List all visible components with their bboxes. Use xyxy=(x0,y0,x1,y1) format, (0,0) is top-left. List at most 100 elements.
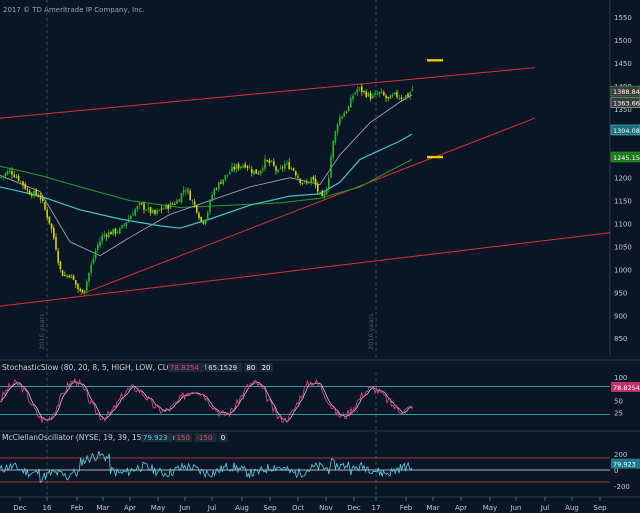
candlestick xyxy=(372,92,374,99)
mcclellan-tick-label: -200 xyxy=(614,483,630,491)
candlestick xyxy=(255,169,257,174)
candlestick xyxy=(284,160,286,172)
candlestick xyxy=(253,170,255,176)
candlestick xyxy=(116,229,119,235)
candlestick xyxy=(367,91,370,98)
candlestick xyxy=(158,209,161,212)
candlestick xyxy=(114,227,117,237)
candlestick xyxy=(165,203,167,210)
price-tag: 1388.84 xyxy=(610,85,640,97)
candlestick xyxy=(17,174,20,182)
candlestick xyxy=(110,230,112,235)
candlestick xyxy=(244,161,246,169)
price-tick-label: 1550 xyxy=(614,14,632,22)
candlestick xyxy=(268,157,271,167)
target-marker xyxy=(427,155,443,159)
moving-average-mid xyxy=(0,133,413,229)
vertical-gridlines xyxy=(46,0,377,497)
candlestick xyxy=(145,208,147,212)
candlestick xyxy=(275,164,277,175)
candlestick xyxy=(163,206,165,210)
legend-chip xyxy=(259,363,273,372)
candlestick xyxy=(380,88,383,94)
candlestick xyxy=(149,206,152,216)
x-tick-label: 17 xyxy=(372,504,381,512)
candlestick xyxy=(328,174,330,193)
price-tick-label: 1150 xyxy=(614,198,632,206)
candlestick xyxy=(396,89,398,100)
stochastic-tick-label: 50 xyxy=(614,398,623,406)
candlestick xyxy=(391,92,394,98)
candlestick xyxy=(237,161,240,171)
candlestick xyxy=(42,195,44,204)
candlestick xyxy=(270,159,273,163)
year-note: 2016 years xyxy=(367,313,375,350)
stochastic-current-label: 78.8254 xyxy=(613,384,640,392)
candlestick xyxy=(24,182,26,191)
candlestick xyxy=(213,187,216,199)
x-tick-label: Jun xyxy=(510,504,522,512)
x-tick-label: Oct xyxy=(292,504,304,512)
candlestick xyxy=(365,89,367,99)
candlestick xyxy=(411,85,414,92)
candlestick xyxy=(376,90,378,96)
price-tick-label: 1100 xyxy=(614,221,632,229)
legend-value: -150 xyxy=(196,434,212,442)
candlestick xyxy=(101,232,103,245)
candlestick xyxy=(108,229,110,239)
legend-value: 0 xyxy=(221,434,225,442)
candlestick xyxy=(28,188,31,195)
x-tick-label: Aug xyxy=(235,504,249,512)
candlestick xyxy=(233,163,235,173)
price-panel: 1550150014501400135013001250120011501100… xyxy=(0,0,640,497)
candlestick xyxy=(31,191,33,199)
candlestick xyxy=(26,186,29,193)
candlestick xyxy=(182,186,185,197)
x-tick-label: Sep xyxy=(593,504,607,512)
candlestick xyxy=(222,179,224,187)
price-tick-label: 950 xyxy=(614,289,627,297)
candlestick xyxy=(171,201,174,206)
candlestick xyxy=(347,105,350,112)
candlestick xyxy=(119,226,121,235)
candlestick xyxy=(103,230,106,239)
x-tick-label: May xyxy=(483,504,497,512)
candlestick xyxy=(246,165,249,171)
candlestick xyxy=(86,279,88,295)
candlestick xyxy=(334,130,337,145)
candlestick xyxy=(299,178,301,186)
legend-value: 80 xyxy=(246,364,255,372)
candlestick xyxy=(66,274,68,280)
candlestick xyxy=(292,167,295,172)
candlestick xyxy=(191,199,194,205)
candlestick xyxy=(136,205,139,213)
candlestick xyxy=(394,91,396,96)
candlestick xyxy=(363,90,365,95)
mcclellan-current-label: 79.923 xyxy=(613,461,636,469)
candlestick xyxy=(39,192,42,204)
legend-chip xyxy=(174,433,193,442)
candlestick xyxy=(211,191,213,203)
candlestick xyxy=(160,205,163,214)
candlestick xyxy=(138,201,141,209)
candlestick xyxy=(200,216,202,223)
candlestick xyxy=(409,91,411,101)
price-tick-label: 1000 xyxy=(614,266,632,274)
candlestick xyxy=(314,175,317,189)
stochastic-legend: 78.8254 65.1529 80 20 xyxy=(168,363,273,372)
price-tick-label: 1500 xyxy=(614,37,632,45)
x-tick-label: Feb xyxy=(400,504,413,512)
candlestick xyxy=(169,200,172,209)
x-tick-label: Apr xyxy=(455,504,467,512)
candlestick xyxy=(383,90,385,97)
candlestick xyxy=(209,198,211,216)
candlestick xyxy=(189,188,191,201)
candlestick xyxy=(57,247,59,266)
candlestick xyxy=(240,166,242,170)
candlestick xyxy=(92,254,95,265)
candlestick xyxy=(345,110,348,114)
candlestick xyxy=(50,223,53,233)
legend-chip xyxy=(206,363,243,372)
candlestick xyxy=(193,198,196,208)
